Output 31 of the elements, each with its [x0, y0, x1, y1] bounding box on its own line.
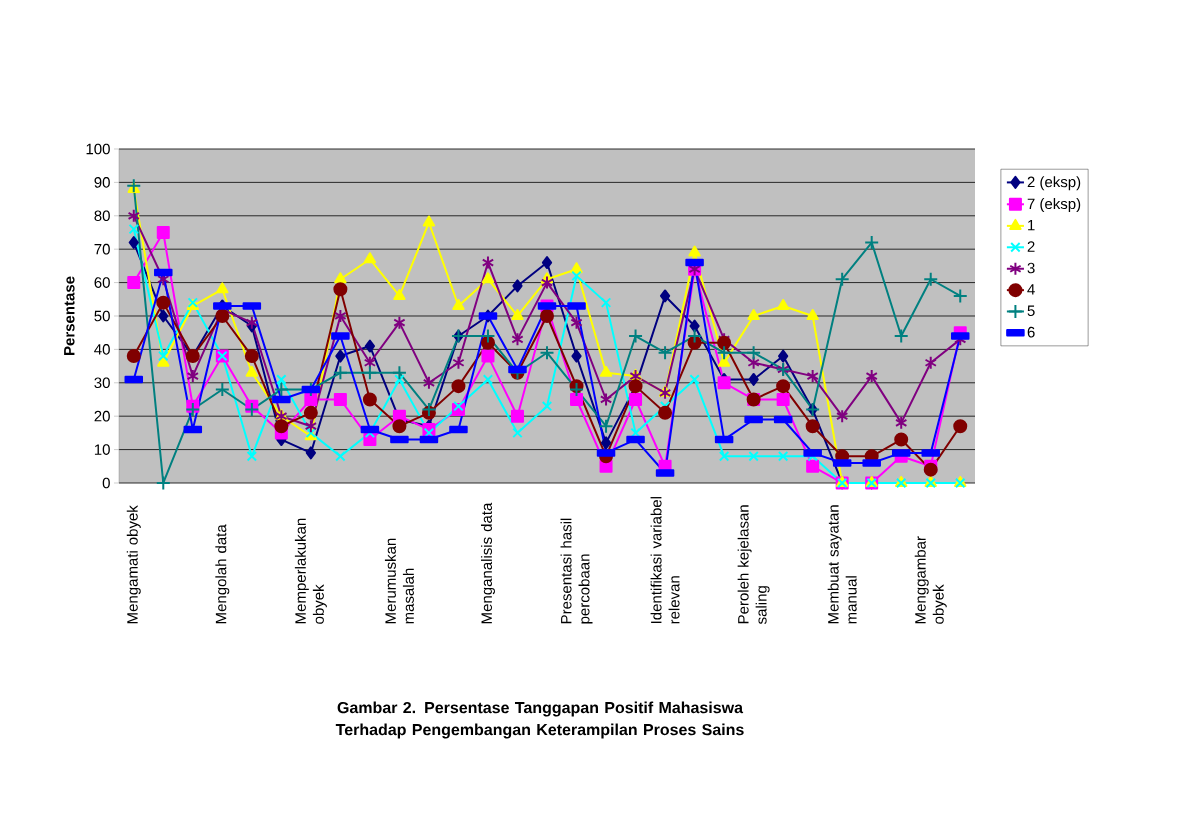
- legend-label: 3: [1027, 262, 1035, 274]
- x-tick-label: Identifikasi variabel relevan: [650, 497, 680, 624]
- text: Gambar 2. Persentase Tanggapan Positif Mahasiswa Terhadap Pengembangan Keterampilan Proses Sains: [335, 701, 744, 739]
- x-tick-label: Menganalisis data: [480, 502, 495, 624]
- legend-label: 1: [1028, 219, 1035, 231]
- x-tick-label: Mengamati obyek: [126, 505, 141, 624]
- x-tick-label: Peroleh kejelasan saling: [737, 505, 770, 624]
- x-tick-label: Presentasi hasil percobaan: [560, 518, 593, 624]
- y-tick-label: 100: [86, 143, 110, 155]
- x-tick-label: Membuat sayatan manual: [827, 505, 857, 624]
- legend-label: 4: [1027, 284, 1035, 295]
- y-tick-label: 80: [94, 210, 110, 222]
- y-tick-label: 50: [94, 310, 110, 322]
- x-tick-label: Menggambar obyek: [914, 536, 947, 624]
- x-tick-label: Merumuskan masalah: [384, 538, 414, 624]
- y-tick-label: 10: [94, 444, 110, 455]
- y-tick-label: 20: [94, 410, 110, 422]
- legend-label: 2 (eksp): [1027, 176, 1081, 191]
- y-tick-label: 0: [102, 477, 110, 489]
- y-tick-label: 30: [94, 377, 110, 389]
- legend-label: 2: [1027, 241, 1035, 252]
- y-tick-label: 90: [94, 177, 110, 188]
- x-tick-label: Memperlakukan obyek: [294, 518, 327, 624]
- y-tick-label: 60: [94, 277, 110, 288]
- x-tick-label: Mengolah data: [215, 524, 230, 624]
- legend-label: 6: [1027, 326, 1035, 338]
- y-tick-label: 40: [94, 344, 110, 355]
- legend-label: 7 (eksp): [1027, 198, 1081, 213]
- y-tick-label: 70: [94, 243, 110, 255]
- legend-label: 5: [1027, 305, 1035, 317]
- y-axis-title: Persentase: [64, 276, 75, 356]
